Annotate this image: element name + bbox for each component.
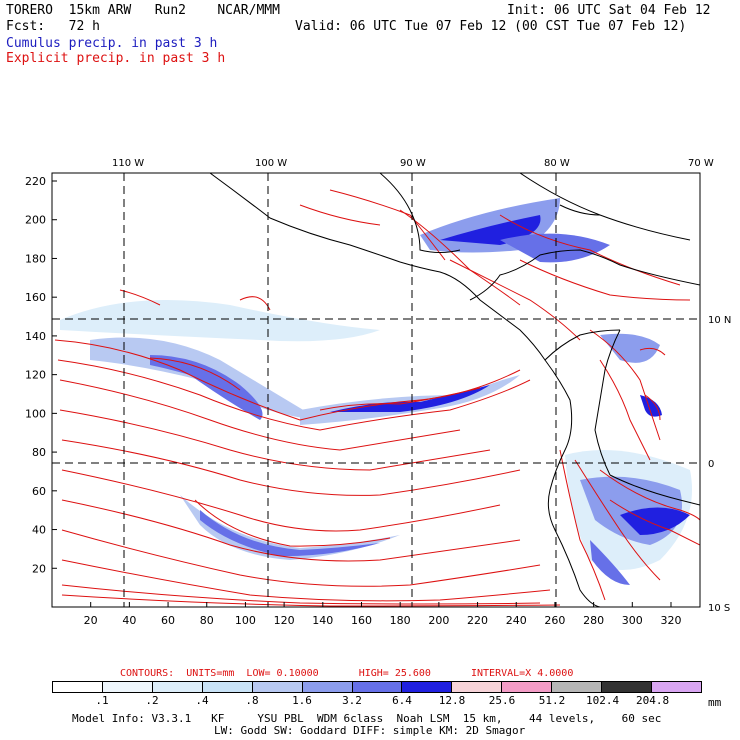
y-tick-label: 40 bbox=[32, 524, 46, 537]
latlon-grid bbox=[52, 173, 700, 607]
colorbar-swatch bbox=[53, 682, 102, 692]
x-tick-label: 260 bbox=[544, 614, 565, 627]
x-tick-label: 280 bbox=[583, 614, 604, 627]
colorbar-label: 3.2 bbox=[342, 694, 362, 707]
colorbar-labels: .1 .2 .4 .8 1.6 3.2 6.4 12.8 25.6 51.2 102.4 204.8 bbox=[52, 694, 702, 707]
colorbar-label: .4 bbox=[195, 694, 209, 707]
contours-label: CONTOURS: bbox=[120, 668, 175, 679]
colorbar-swatch bbox=[501, 682, 552, 692]
x-tick-label: 40 bbox=[122, 614, 136, 627]
x-tick-label: 220 bbox=[467, 614, 488, 627]
x-tick-label: 200 bbox=[428, 614, 449, 627]
colorbar-label: 6.4 bbox=[392, 694, 412, 707]
x-tick-label: 20 bbox=[84, 614, 98, 627]
model-title: TORERO 15km ARW Run2 NCAR/MMM bbox=[6, 3, 280, 18]
colorbar-unit: mm bbox=[708, 696, 722, 709]
x-tick-label: 180 bbox=[390, 614, 411, 627]
map-frame bbox=[51, 172, 701, 608]
y-tick-label: 180 bbox=[25, 252, 46, 265]
x-tick-label: 100 bbox=[235, 614, 256, 627]
x-tick-label: 80 bbox=[200, 614, 214, 627]
x-axis-ticks: 20 40 60 80 100 120 140 160 180 200 220 240 260 280 30… bbox=[84, 602, 681, 627]
lon-label: 90 W bbox=[400, 158, 426, 169]
explicit-field-label: Explicit precip. in past 3 h bbox=[6, 51, 226, 66]
x-tick-label: 140 bbox=[312, 614, 333, 627]
y-tick-label: 20 bbox=[32, 562, 46, 575]
colorbar-label: 12.8 bbox=[438, 694, 466, 707]
y-axis-ticks: 20 40 60 80 100 120 140 160 180 200 220 bbox=[25, 175, 57, 575]
contour-info: CONTOURS: UNITS=mm LOW= 0.10000 HIGH= 25… bbox=[120, 668, 573, 679]
colorbar-swatch bbox=[251, 682, 302, 692]
lat-label: 0 bbox=[708, 459, 714, 470]
colorbar-label: .2 bbox=[145, 694, 159, 707]
low-label: LOW= 0.10000 bbox=[246, 668, 319, 679]
forecast-hour: Fcst: 72 h bbox=[6, 19, 100, 34]
coastline bbox=[209, 173, 700, 607]
lon-label: 100 W bbox=[255, 158, 287, 169]
colorbar-swatch bbox=[451, 682, 502, 692]
lat-label: 10 N bbox=[708, 315, 731, 326]
high-label: HIGH= 25.600 bbox=[358, 668, 431, 679]
x-tick-label: 320 bbox=[660, 614, 681, 627]
x-tick-label: 60 bbox=[161, 614, 175, 627]
colorbar bbox=[52, 681, 702, 693]
y-tick-label: 80 bbox=[32, 446, 46, 459]
colorbar-label: 102.4 bbox=[586, 694, 620, 707]
init-time: Init: 06 UTC Sat 04 Feb 12 bbox=[507, 3, 711, 18]
colorbar-label: .8 bbox=[245, 694, 259, 707]
colorbar-label: 51.2 bbox=[538, 694, 566, 707]
lon-label: 80 W bbox=[544, 158, 570, 169]
colorbar-swatch bbox=[101, 682, 152, 692]
colorbar-label: .1 bbox=[95, 694, 109, 707]
colorbar-swatch bbox=[601, 682, 652, 692]
y-tick-label: 220 bbox=[25, 175, 46, 188]
colorbar-swatch bbox=[301, 682, 352, 692]
colorbar-label: 25.6 bbox=[488, 694, 516, 707]
x-tick-label: 300 bbox=[622, 614, 643, 627]
y-tick-label: 100 bbox=[25, 407, 46, 420]
model-info: Model Info: V3.3.1 KF YSU PBL WDM 6class… bbox=[72, 712, 662, 725]
y-tick-label: 160 bbox=[25, 291, 46, 304]
valid-time: Valid: 06 UTC Tue 07 Feb 12 (00 CST Tue … bbox=[295, 19, 687, 34]
latitude-labels: 10 N 0 10 S bbox=[708, 315, 731, 614]
lon-label: 110 W bbox=[112, 158, 144, 169]
colorbar-swatch bbox=[651, 682, 701, 692]
explicit-precip-contours bbox=[54, 189, 700, 607]
cumulus-field-label: Cumulus precip. in past 3 h bbox=[6, 36, 218, 51]
longitude-labels: 110 W 100 W 90 W 80 W 70 W bbox=[112, 158, 714, 169]
colorbar-swatch bbox=[401, 682, 452, 692]
lat-label: 10 S bbox=[708, 603, 730, 614]
x-tick-label: 240 bbox=[506, 614, 527, 627]
colorbar-label: 1.6 bbox=[292, 694, 312, 707]
x-tick-label: 160 bbox=[351, 614, 372, 627]
y-tick-label: 120 bbox=[25, 369, 46, 382]
units-label: UNITS=mm bbox=[186, 668, 235, 679]
colorbar-swatch bbox=[551, 682, 602, 692]
colorbar-label: 204.8 bbox=[636, 694, 670, 707]
physics-info: LW: Godd SW: Goddard DIFF: simple KM: 2D… bbox=[214, 724, 526, 737]
interval-label: INTERVAL=X 4.0000 bbox=[470, 668, 574, 679]
y-tick-label: 60 bbox=[32, 485, 46, 498]
colorbar-swatch bbox=[201, 682, 252, 692]
y-tick-label: 140 bbox=[25, 330, 46, 343]
x-tick-label: 120 bbox=[274, 614, 295, 627]
lon-label: 70 W bbox=[688, 158, 714, 169]
y-tick-label: 200 bbox=[25, 214, 46, 227]
colorbar-swatch bbox=[151, 682, 202, 692]
colorbar-swatch bbox=[351, 682, 402, 692]
